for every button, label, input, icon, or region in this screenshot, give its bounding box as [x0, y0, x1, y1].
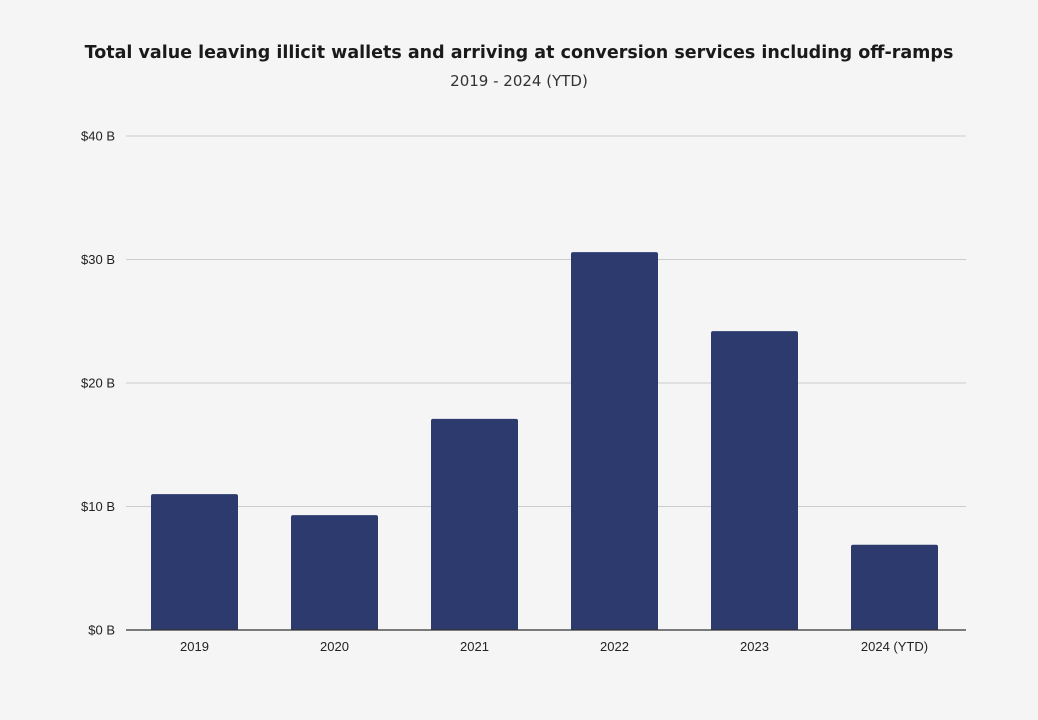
- bar-2020: [291, 515, 378, 630]
- x-tick-label: 2021: [460, 639, 489, 654]
- bar-2022: [571, 252, 658, 630]
- x-tick-label: 2022: [600, 639, 629, 654]
- x-tick-label: 2019: [180, 639, 209, 654]
- bars: [151, 252, 938, 630]
- y-tick-label: $40 B: [81, 129, 115, 144]
- y-tick-label: $0 B: [88, 623, 115, 638]
- bar-2023: [711, 331, 798, 630]
- x-tick-label: 2024 (YTD): [861, 639, 928, 654]
- bar-2024-ytd: [851, 544, 938, 630]
- chart-subtitle: 2019 - 2024 (YTD): [450, 72, 588, 90]
- y-tick-label: $10 B: [81, 499, 115, 514]
- x-tick-label: 2020: [320, 639, 349, 654]
- y-tick-label: $20 B: [81, 376, 115, 391]
- chart-title: Total value leaving illicit wallets and …: [84, 43, 954, 63]
- bar-2021: [431, 418, 518, 630]
- axes: $0 B $10 B $20 B $30 B $40 B 2019 2020 2021 2022…: [81, 129, 966, 654]
- y-tick-label: $30 B: [81, 252, 115, 267]
- x-tick-label: 2023: [740, 639, 769, 654]
- bar-2019: [151, 494, 238, 630]
- gridlines: [126, 135, 966, 507]
